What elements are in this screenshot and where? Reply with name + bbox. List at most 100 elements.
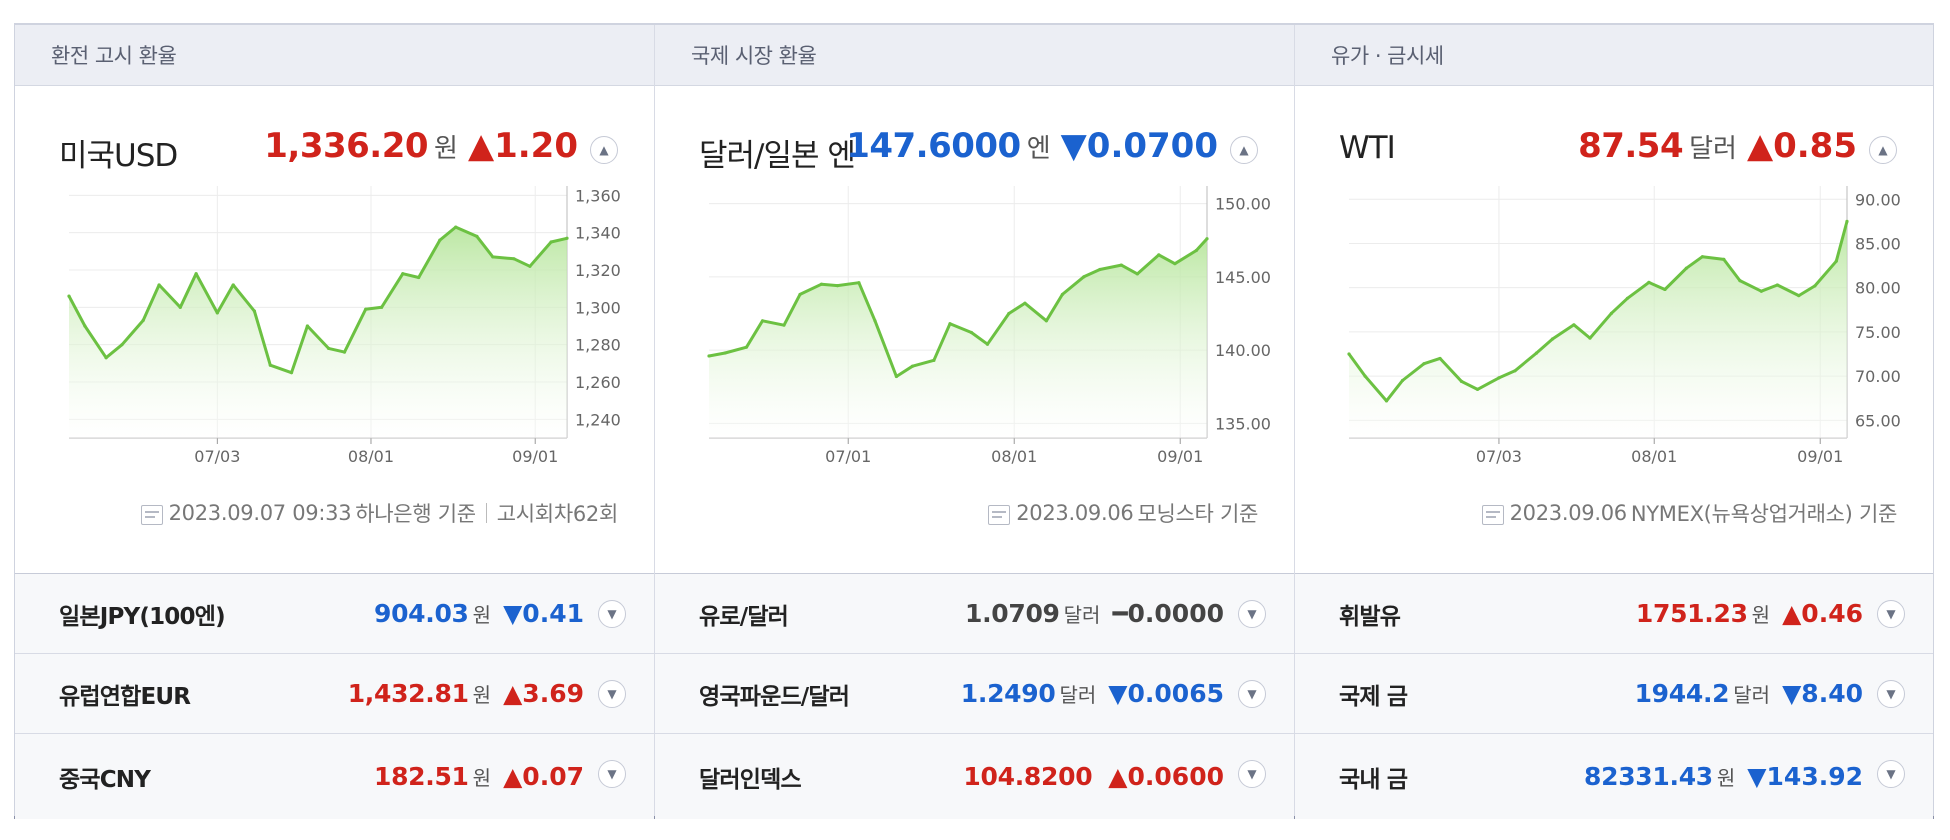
quote-unit: 원 bbox=[472, 603, 492, 627]
note-source: 하나은행 기준 bbox=[355, 502, 476, 526]
y-tick-label: 85.00 bbox=[1855, 234, 1901, 253]
data-point bbox=[565, 236, 569, 240]
panel-header[interactable]: 국제 시장 환율 bbox=[655, 25, 1294, 86]
featured-quote-value: 87.54 달러 ▲0.85 bbox=[1578, 126, 1857, 166]
quote-value: 1.0709 bbox=[964, 599, 1060, 628]
featured-value: 87.54 bbox=[1578, 126, 1684, 166]
data-point bbox=[231, 283, 235, 287]
data-point bbox=[305, 324, 310, 328]
quote-name: 국제 금 bbox=[1339, 683, 1408, 710]
series-area bbox=[709, 238, 1207, 438]
y-tick-label: 1,360 bbox=[575, 186, 621, 205]
chevron-down-icon[interactable]: ▼ bbox=[1877, 680, 1905, 708]
chevron-up-icon[interactable]: ▲ bbox=[590, 136, 618, 164]
data-point bbox=[1813, 284, 1817, 288]
data-point bbox=[268, 363, 272, 367]
chevron-up-icon[interactable]: ▲ bbox=[1230, 136, 1258, 164]
data-point bbox=[1135, 272, 1139, 276]
note-date: 2023.09.06 bbox=[1509, 501, 1628, 525]
chevron-down-icon[interactable]: ▼ bbox=[598, 600, 626, 628]
quote-row[interactable]: 영국파운드/달러 1.2490 달러 ▼0.0065 ▼ bbox=[655, 654, 1294, 734]
international-market-panel: 국제 시장 환율 달러/일본 엔 147.6000 엔 ▼0.0700 ▲ 15… bbox=[654, 25, 1294, 819]
featured-quote[interactable]: 달러/일본 엔 147.6000 엔 ▼0.0700 ▲ 150.00 145.0… bbox=[655, 86, 1294, 574]
data-point bbox=[1625, 296, 1630, 300]
chevron-down-icon[interactable]: ▼ bbox=[1238, 600, 1266, 628]
quote-row[interactable]: 일본JPY(100엔) 904.03 원 ▼0.41 ▼ bbox=[15, 574, 654, 654]
featured-value: 147.6000 bbox=[846, 126, 1021, 166]
data-point bbox=[894, 374, 899, 379]
quote-row[interactable]: 국제 금 1944.2 달러 ▼8.40 ▼ bbox=[1295, 654, 1933, 734]
y-tick-label: 1,340 bbox=[575, 224, 621, 243]
x-tick-label: 09/01 bbox=[512, 447, 558, 466]
panel-header[interactable]: 환전 고시 환율 bbox=[15, 25, 654, 86]
data-point bbox=[1588, 336, 1592, 340]
chart-source-note: 2023.09.06 모닝스타 기준 bbox=[988, 498, 1258, 528]
featured-name: WTI bbox=[1339, 130, 1396, 166]
quote-row[interactable]: 국내 금 82331.43 원 ▼143.92 ▼ bbox=[1295, 734, 1933, 819]
note-divider bbox=[485, 503, 487, 523]
quote-change: ▲0.0600 bbox=[1108, 762, 1224, 791]
chevron-down-icon[interactable]: ▼ bbox=[1238, 760, 1266, 788]
chevron-down-icon[interactable]: ▼ bbox=[598, 680, 626, 708]
data-point bbox=[1400, 378, 1405, 383]
featured-name: 달러/일본 엔 bbox=[699, 138, 856, 174]
quote-value-group: 1751.23 원 ▲0.46 bbox=[1636, 599, 1863, 628]
price-chart: 1,360 1,340 1,320 1,300 1,280 1,260 1,240 07/03… bbox=[67, 186, 621, 466]
data-point bbox=[1572, 323, 1576, 327]
quote-row[interactable]: 유럽연합EUR 1,432.81 원 ▲3.69 ▼ bbox=[15, 654, 654, 734]
data-point bbox=[1060, 292, 1065, 297]
data-point bbox=[512, 257, 516, 261]
data-point bbox=[1759, 289, 1763, 293]
price-chart: 150.00 145.00 140.00 135.00 07/01 08/01 09/01 bbox=[707, 186, 1271, 466]
data-point bbox=[873, 319, 877, 323]
y-tick-label: 150.00 bbox=[1215, 195, 1271, 214]
data-point bbox=[1609, 311, 1613, 315]
quote-value: 1751.23 bbox=[1635, 599, 1748, 628]
data-point bbox=[528, 264, 532, 268]
featured-quote[interactable]: WTI 87.54 달러 ▲0.85 ▲ 90.00 85.00 80.00 75.0… bbox=[1295, 86, 1933, 574]
data-point bbox=[1738, 279, 1742, 283]
y-tick-label: 135.00 bbox=[1215, 414, 1271, 433]
quote-value-group: 82331.43 원 ▼143.92 bbox=[1584, 762, 1863, 791]
quote-value-group: 1,432.81 원 ▲3.69 bbox=[348, 679, 584, 708]
featured-quote-value: 1,336.20 원 ▲1.20 bbox=[264, 126, 578, 166]
price-chart: 90.00 85.00 80.00 75.00 70.00 65.00 07/03 08/01… bbox=[1347, 186, 1901, 466]
market-widget: 환전 고시 환율 미국USD 1,336.20 원 ▲1.20 ▲ 1,360 1… bbox=[14, 23, 1934, 819]
data-point bbox=[1023, 301, 1027, 305]
y-tick-label: 65.00 bbox=[1855, 411, 1901, 430]
x-tick-label: 08/01 bbox=[348, 447, 394, 466]
data-point bbox=[744, 345, 749, 349]
chevron-down-icon[interactable]: ▼ bbox=[598, 760, 626, 788]
quote-row[interactable]: 달러인덱스 104.8200 ▲0.0600 ▼ bbox=[655, 734, 1294, 819]
featured-quote-value: 147.6000 엔 ▼0.0700 bbox=[846, 126, 1218, 166]
quote-unit: 원 bbox=[472, 766, 492, 790]
note-date: 2023.09.06 bbox=[1016, 501, 1134, 525]
quote-row[interactable]: 중국CNY 182.51 원 ▲0.07 ▼ bbox=[15, 734, 654, 819]
data-point bbox=[1497, 376, 1501, 380]
x-tick-label: 07/03 bbox=[1476, 447, 1522, 466]
data-point bbox=[1513, 369, 1517, 373]
quote-name: 유럽연합EUR bbox=[59, 683, 191, 710]
chevron-down-icon[interactable]: ▼ bbox=[1238, 680, 1266, 708]
y-tick-label: 80.00 bbox=[1855, 279, 1901, 298]
data-point bbox=[760, 319, 765, 323]
quote-name: 휘발유 bbox=[1339, 603, 1401, 630]
series-area bbox=[69, 227, 567, 438]
data-point bbox=[379, 305, 384, 309]
quote-value-group: 1.0709 달러 ━0.0000 bbox=[965, 599, 1224, 628]
data-point bbox=[948, 322, 952, 326]
data-point bbox=[985, 342, 990, 346]
panel-header[interactable]: 유가 · 금시세 bbox=[1295, 25, 1933, 86]
quote-row[interactable]: 유로/달러 1.0709 달러 ━0.0000 ▼ bbox=[655, 574, 1294, 654]
exchange-notice-panel: 환전 고시 환율 미국USD 1,336.20 원 ▲1.20 ▲ 1,360 1… bbox=[14, 25, 654, 819]
quote-name: 달러인덱스 bbox=[699, 766, 802, 793]
data-point bbox=[1347, 352, 1351, 356]
chevron-down-icon[interactable]: ▼ bbox=[1877, 600, 1905, 628]
quote-value-group: 182.51 원 ▲0.07 bbox=[374, 762, 584, 791]
chevron-up-icon[interactable]: ▲ bbox=[1869, 136, 1897, 164]
featured-quote[interactable]: 미국USD 1,336.20 원 ▲1.20 ▲ 1,360 1,340 1,320… bbox=[15, 86, 654, 574]
quote-row[interactable]: 휘발유 1751.23 원 ▲0.46 ▼ bbox=[1295, 574, 1933, 654]
chevron-down-icon[interactable]: ▼ bbox=[1877, 760, 1905, 788]
quote-name: 영국파운드/달러 bbox=[699, 683, 850, 710]
featured-name: 미국USD bbox=[59, 138, 178, 174]
